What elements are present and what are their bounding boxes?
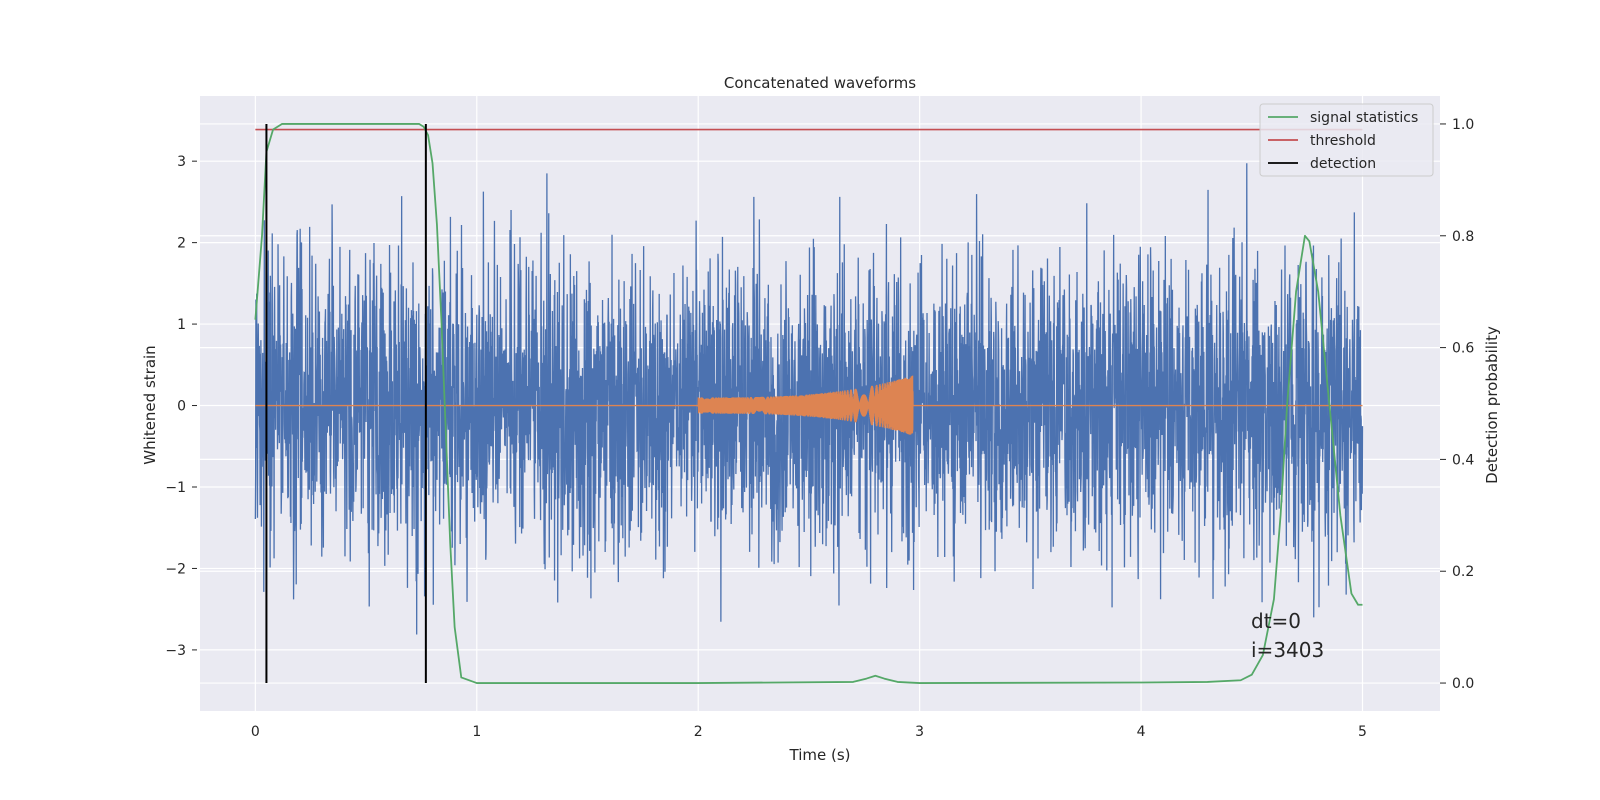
y-tick-label: −3 (165, 643, 186, 659)
x-tick-label: 3 (915, 724, 924, 740)
y2-tick-label: 0.4 (1452, 452, 1474, 468)
legend-label: threshold (1310, 133, 1376, 149)
y2-tick-label: 0.2 (1452, 564, 1474, 580)
y2-ticks: 0.0 0.2 0.4 0.6 0.8 1.0 (1440, 117, 1474, 692)
annotation-index: i=3403 (1251, 638, 1324, 662)
x-tick-label: 1 (472, 724, 481, 740)
y-tick-label: −2 (165, 561, 186, 577)
injected-waveform-line (255, 375, 1363, 435)
y2-axis-label: Detection probability (1483, 326, 1501, 484)
y-ticks: −3 −2 −1 0 1 2 3 (165, 154, 197, 659)
legend-label: detection (1310, 156, 1376, 172)
x-axis-label: Time (s) (789, 746, 851, 764)
y2-tick-label: 0.8 (1452, 229, 1474, 245)
annotation-dt: dt=0 (1251, 609, 1301, 633)
signal-statistics-series (254, 123, 1363, 684)
x-ticks: 0 1 2 3 4 5 (251, 724, 1367, 740)
y-tick-label: 3 (177, 154, 186, 170)
strain-line (254, 163, 1364, 635)
y-tick-label: 0 (177, 399, 186, 415)
chart-title: Concatenated waveforms (724, 74, 916, 92)
signal-statistics-line (254, 123, 1363, 684)
y-tick-label: 1 (177, 317, 186, 333)
injected-waveform-series (255, 375, 1363, 435)
y-tick-label: 2 (177, 236, 186, 252)
detection-series (265, 123, 427, 684)
y-axis-label: Whitened strain (141, 345, 159, 464)
y2-tick-label: 0.0 (1452, 676, 1474, 692)
x-tick-label: 4 (1137, 724, 1146, 740)
legend: signal statistics threshold detection (1259, 103, 1434, 177)
legend-label: signal statistics (1310, 110, 1418, 126)
x-tick-label: 2 (694, 724, 703, 740)
strain-series (254, 163, 1364, 635)
y2-tick-label: 1.0 (1452, 117, 1474, 133)
y2-tick-label: 0.6 (1452, 341, 1474, 357)
legend-box (1259, 103, 1434, 177)
y-tick-label: −1 (165, 480, 186, 496)
x-tick-label: 0 (251, 724, 260, 740)
x-tick-label: 5 (1358, 724, 1367, 740)
